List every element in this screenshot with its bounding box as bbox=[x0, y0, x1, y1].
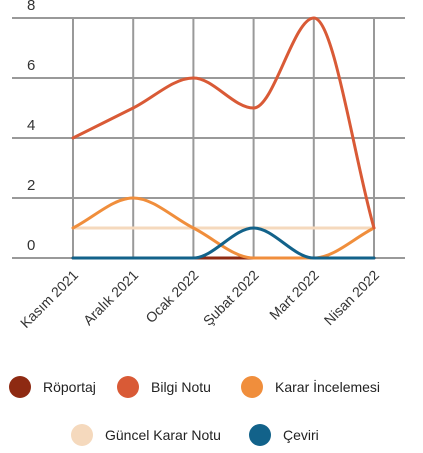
y-tick-label: 4 bbox=[27, 117, 35, 134]
x-tick-label: Ocak 2022 bbox=[142, 267, 201, 326]
y-tick-label: 0 bbox=[27, 237, 35, 254]
series-lines bbox=[71, 16, 376, 260]
gridlines bbox=[12, 17, 405, 259]
legend-marker bbox=[241, 376, 263, 398]
x-tick-label: Şubat 2022 bbox=[200, 267, 262, 329]
series-line-5 bbox=[71, 226, 376, 260]
legend-marker bbox=[71, 424, 93, 446]
legend-label: Çeviri bbox=[283, 427, 319, 443]
series-line-2 bbox=[71, 16, 376, 230]
legend-label: Bilgi Notu bbox=[151, 379, 211, 395]
legend-marker bbox=[117, 376, 139, 398]
legend-label: Karar İncelemesi bbox=[275, 378, 380, 395]
legend-label: Güncel Karar Notu bbox=[105, 427, 221, 443]
y-axis-ticks: 0 2 4 6 8 bbox=[27, 0, 35, 254]
y-tick-label: 2 bbox=[27, 177, 35, 194]
legend: Röportaj Bilgi Notu Karar İncelemesi Güncel… bbox=[9, 376, 380, 446]
x-tick-label: Aralık 2021 bbox=[80, 267, 142, 329]
legend-marker bbox=[249, 424, 271, 446]
x-tick-label: Nisan 2022 bbox=[321, 267, 383, 329]
legend-label: Röportaj bbox=[43, 379, 96, 395]
y-tick-label: 6 bbox=[27, 57, 35, 74]
y-tick-label: 8 bbox=[27, 0, 35, 14]
x-tick-label: Mart 2022 bbox=[266, 267, 322, 323]
legend-marker bbox=[9, 376, 31, 398]
x-tick-label: Kasım 2021 bbox=[17, 267, 81, 331]
